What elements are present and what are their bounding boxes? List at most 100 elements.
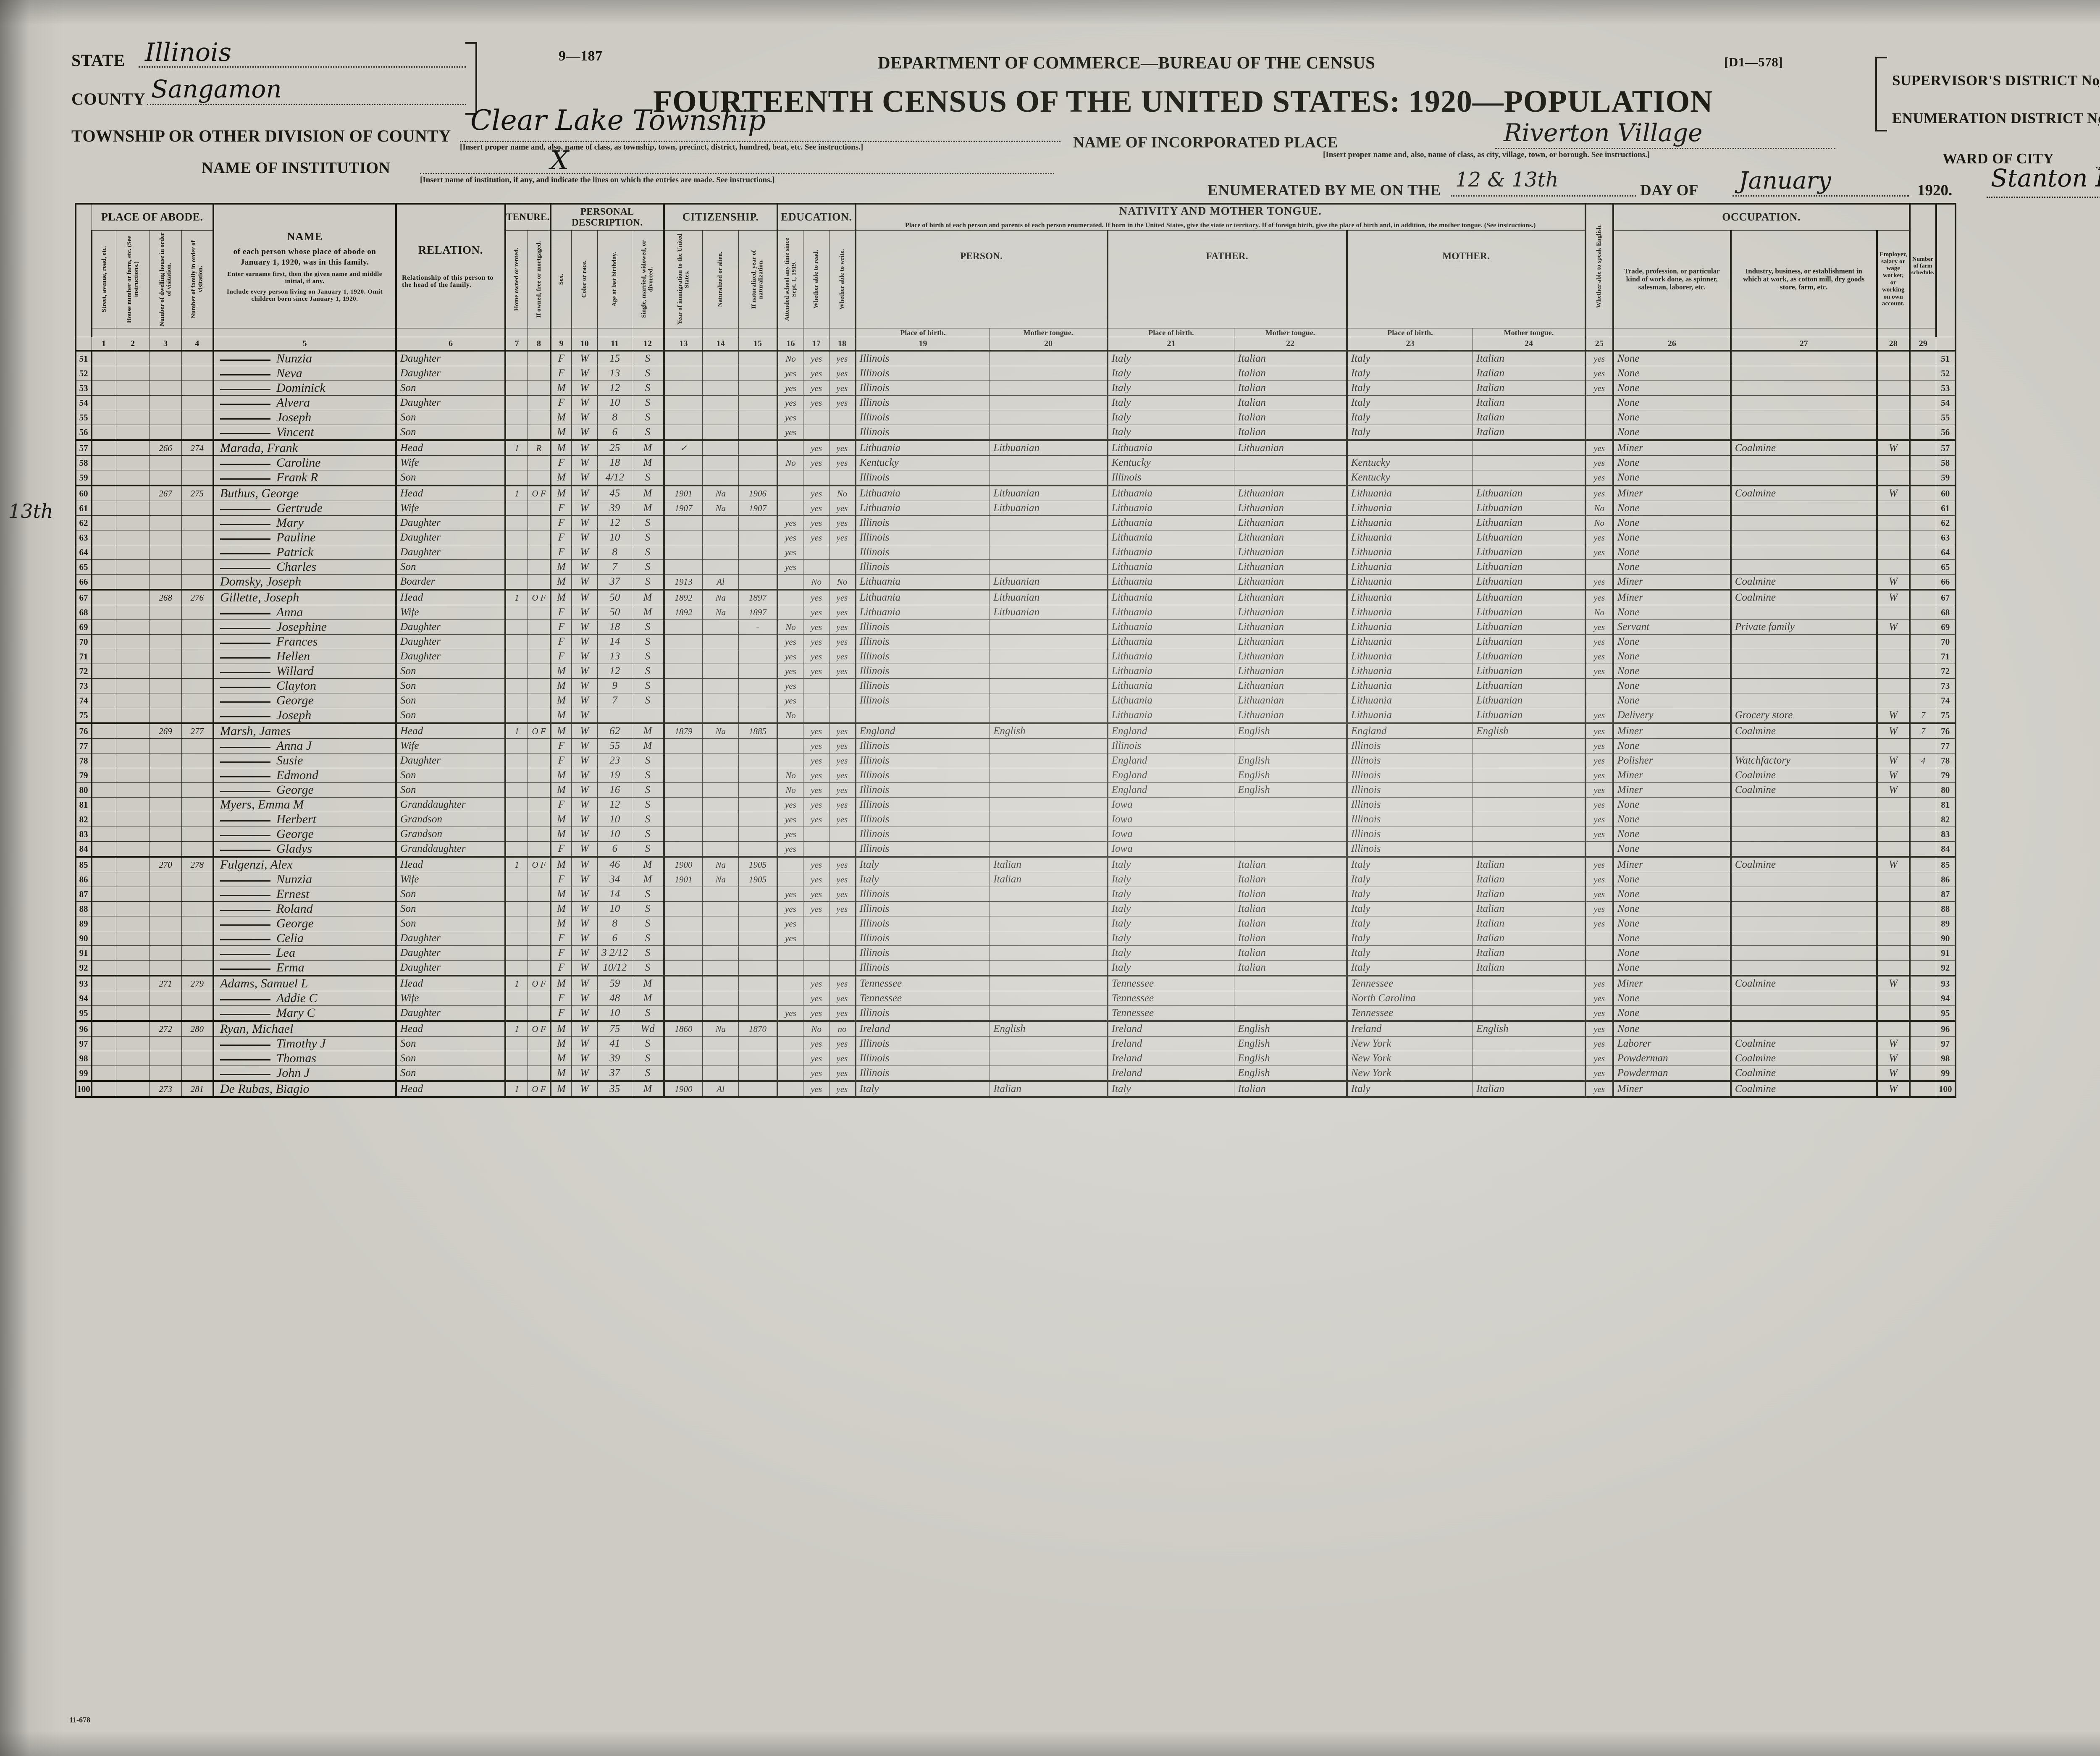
cell-ftongue[interactable] — [1234, 975, 1347, 992]
cell-pbirth[interactable]: Illinois — [854, 797, 990, 813]
cell-relation[interactable]: Son — [395, 901, 506, 917]
cell-employer[interactable] — [1876, 530, 1910, 546]
cell-write[interactable] — [829, 960, 856, 977]
cell-ftongue[interactable]: Lithuanian — [1234, 485, 1347, 501]
cell-mortgage[interactable] — [528, 1051, 551, 1066]
cell-marital[interactable]: S — [632, 1051, 664, 1066]
cell-trade[interactable]: None — [1612, 693, 1731, 709]
cell-write[interactable] — [829, 827, 856, 842]
cell-natalien[interactable] — [702, 841, 739, 858]
cell-race[interactable]: W — [571, 559, 598, 575]
cell-family[interactable] — [181, 960, 214, 977]
cell-pbirth[interactable]: Illinois — [854, 782, 990, 798]
cell-ptongue[interactable] — [990, 381, 1108, 396]
cell-read[interactable]: yes — [803, 812, 830, 827]
cell-write[interactable]: yes — [829, 856, 856, 873]
cell-race[interactable]: W — [571, 410, 598, 425]
cell-industry[interactable] — [1730, 649, 1877, 664]
cell-sex[interactable]: M — [549, 589, 572, 606]
cell-street[interactable] — [91, 634, 116, 650]
cell-relation[interactable]: Boarder — [395, 574, 506, 591]
cell-industry[interactable] — [1730, 945, 1877, 961]
cell-age[interactable]: 10/12 — [597, 960, 633, 977]
cell-race[interactable]: W — [571, 856, 598, 873]
cell-school[interactable]: No — [776, 619, 804, 635]
cell-ftongue[interactable] — [1234, 455, 1347, 471]
cell-age[interactable]: 8 — [597, 916, 633, 932]
cell-ptongue[interactable] — [990, 1005, 1108, 1022]
cell-relation[interactable]: Son — [395, 782, 506, 798]
cell-street[interactable] — [91, 649, 116, 664]
cell-family[interactable] — [181, 872, 214, 887]
cell-farmsched[interactable] — [1908, 664, 1937, 679]
cell-family[interactable] — [181, 991, 214, 1006]
cell-race[interactable]: W — [571, 619, 598, 635]
cell-mortgage[interactable] — [528, 455, 551, 471]
cell-mortgage[interactable] — [528, 470, 551, 487]
cell-farmsched[interactable] — [1908, 693, 1937, 709]
cell-industry[interactable] — [1730, 455, 1877, 471]
cell-mbirth[interactable]: North Carolina — [1346, 991, 1473, 1006]
cell-farmsched[interactable] — [1908, 768, 1937, 783]
cell-sex[interactable]: F — [549, 455, 572, 471]
cell-age[interactable]: 14 — [597, 634, 633, 650]
cell-mortgage[interactable]: O F — [528, 589, 551, 606]
cell-english[interactable] — [1584, 841, 1614, 858]
cell-ftongue[interactable]: Italian — [1234, 425, 1347, 441]
cell-ftongue[interactable]: Lithuanian — [1234, 574, 1347, 591]
cell-natyear[interactable]: - — [738, 619, 778, 635]
cell-mbirth[interactable]: Lithuania — [1346, 515, 1473, 531]
cell-street[interactable] — [91, 515, 116, 531]
cell-mbirth[interactable]: Lithuania — [1346, 619, 1473, 635]
cell-ptongue[interactable]: Lithuanian — [990, 574, 1108, 591]
cell-mtongue[interactable]: Italian — [1473, 872, 1586, 887]
cell-industry[interactable]: Coalmine — [1730, 1081, 1877, 1098]
cell-school[interactable]: yes — [776, 901, 804, 917]
cell-marital[interactable]: S — [632, 841, 664, 858]
cell-mbirth[interactable]: Italy — [1346, 916, 1473, 932]
cell-street[interactable] — [91, 960, 116, 977]
cell-ptongue[interactable] — [990, 827, 1108, 842]
cell-read[interactable]: yes — [803, 634, 830, 650]
cell-trade[interactable]: None — [1612, 559, 1731, 575]
cell-mortgage[interactable] — [528, 425, 551, 441]
cell-school[interactable] — [776, 574, 804, 591]
cell-write[interactable] — [829, 425, 856, 441]
cell-employer[interactable] — [1876, 410, 1910, 425]
cell-mtongue[interactable]: Lithuanian — [1473, 664, 1586, 679]
cell-industry[interactable]: Coalmine — [1730, 1051, 1877, 1066]
cell-race[interactable]: W — [571, 708, 598, 724]
cell-read[interactable]: yes — [803, 350, 830, 367]
cell-natyear[interactable]: 1897 — [738, 605, 778, 620]
cell-natalien[interactable]: Na — [702, 501, 739, 516]
cell-mbirth[interactable]: Illinois — [1346, 812, 1473, 827]
cell-sex[interactable]: F — [549, 634, 572, 650]
cell-natalien[interactable] — [702, 455, 739, 471]
cell-name[interactable]: Alvera — [213, 395, 396, 411]
cell-mtongue[interactable]: Italian — [1473, 931, 1586, 946]
cell-sex[interactable]: M — [549, 470, 572, 487]
cell-trade[interactable]: None — [1612, 545, 1731, 560]
cell-marital[interactable]: Wd — [632, 1021, 664, 1037]
cell-name[interactable]: Susie — [213, 753, 396, 769]
cell-trade[interactable]: Powderman — [1612, 1066, 1731, 1082]
cell-tenure[interactable] — [504, 395, 528, 411]
cell-pbirth[interactable]: Illinois — [854, 901, 990, 917]
cell-relation[interactable]: Son — [395, 1036, 506, 1052]
cell-school[interactable]: yes — [776, 559, 804, 575]
cell-natalien[interactable] — [702, 395, 739, 411]
cell-trade[interactable]: None — [1612, 1021, 1731, 1037]
cell-dwelling[interactable] — [149, 425, 182, 441]
cell-mortgage[interactable] — [528, 782, 551, 798]
cell-english[interactable]: yes — [1584, 1021, 1614, 1037]
cell-age[interactable]: 16 — [597, 782, 633, 798]
cell-house[interactable] — [116, 664, 150, 679]
cell-natyear[interactable] — [738, 1036, 778, 1052]
cell-natalien[interactable] — [702, 797, 739, 813]
cell-name[interactable]: Josephine — [213, 619, 396, 635]
